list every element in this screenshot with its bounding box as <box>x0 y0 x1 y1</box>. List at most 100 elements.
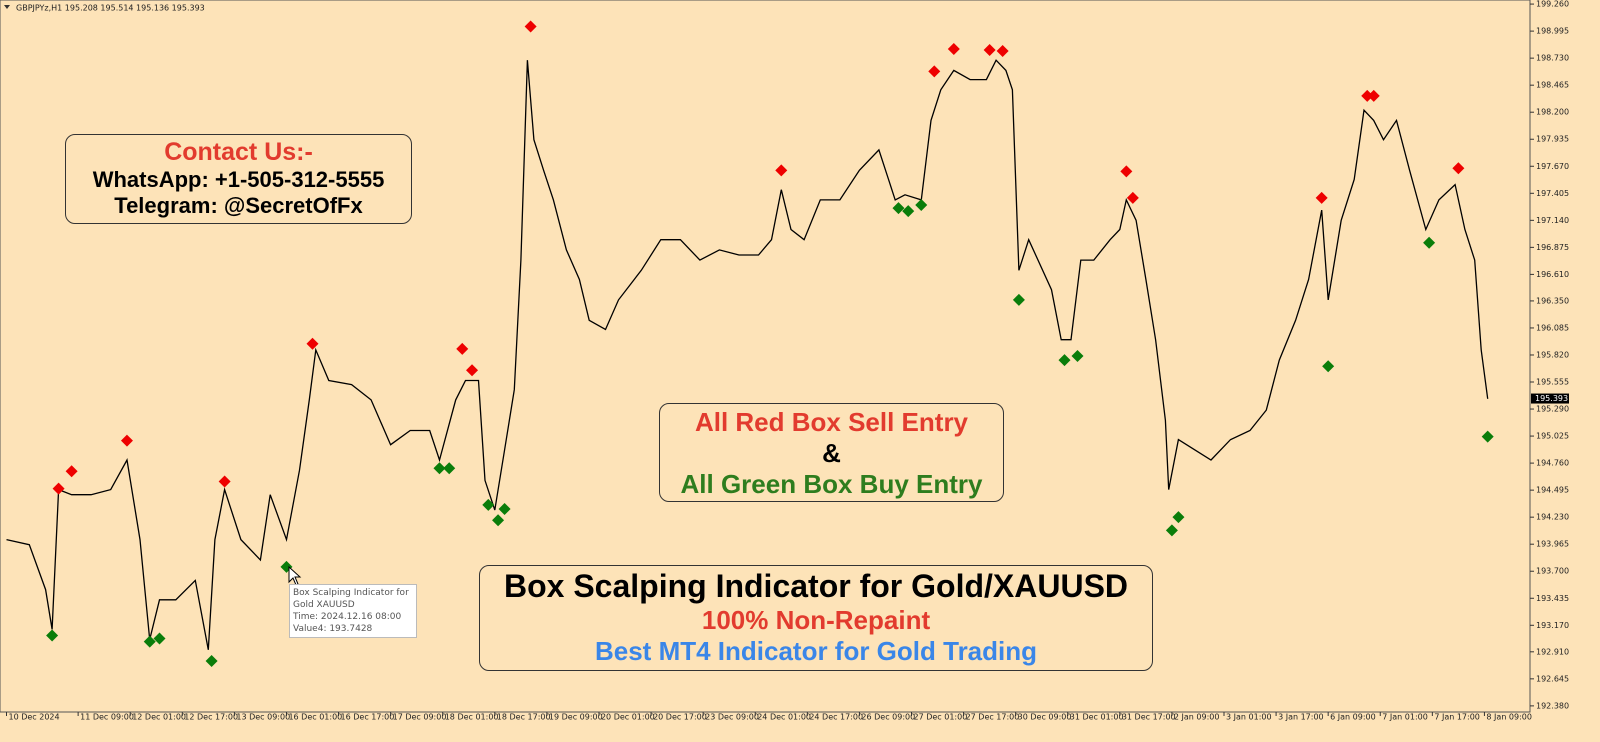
y-tick-label: 195.290 <box>1536 405 1569 414</box>
entries-and: & <box>822 438 841 468</box>
sell-signal <box>1452 162 1465 175</box>
x-tick-label: 20 Dec 17:00 <box>653 713 707 722</box>
y-tick-label: 197.405 <box>1536 189 1569 198</box>
sell-signal <box>524 20 537 33</box>
y-tick-label: 192.645 <box>1536 674 1569 683</box>
x-tick-label: 31 Dec 01:00 <box>1070 713 1124 722</box>
buy-signal <box>1481 430 1494 443</box>
sell-signal <box>1367 89 1380 102</box>
cursor <box>288 565 302 586</box>
sell-signal <box>52 482 65 495</box>
x-tick-label: 7 Jan 01:00 <box>1382 713 1428 722</box>
x-tick-label: 16 Dec 17:00 <box>341 713 395 722</box>
y-tick-label: 195.025 <box>1536 432 1569 441</box>
product-tagline: Best MT4 Indicator for Gold Trading <box>594 636 1038 666</box>
buy-signal <box>433 462 446 475</box>
buy-signal <box>443 462 456 475</box>
y-tick-label: 195.555 <box>1536 378 1569 387</box>
y-tick-label: 198.730 <box>1536 54 1569 63</box>
y-tick-label: 196.875 <box>1536 243 1569 252</box>
sell-signal <box>306 337 319 350</box>
x-tick-label: 6 Jan 09:00 <box>1330 713 1376 722</box>
x-tick-label: 16 Dec 01:00 <box>288 713 342 722</box>
buy-signal <box>892 202 905 215</box>
tooltip-line: Time: 2024.12.16 08:00 <box>293 612 402 622</box>
sell-signal <box>996 45 1009 58</box>
x-tick-label: 26 Dec 09:00 <box>861 713 915 722</box>
y-tick-label: 199.260 <box>1536 0 1569 9</box>
x-tick-label: 31 Dec 17:00 <box>1122 713 1176 722</box>
x-tick-label: 20 Dec 01:00 <box>601 713 655 722</box>
price-line <box>6 59 1489 650</box>
sell-signal <box>983 43 996 56</box>
entries-buy: All Green Box Buy Entry <box>680 469 983 499</box>
y-tick-label: 196.085 <box>1536 323 1569 332</box>
product-box: Box Scalping Indicator for Gold/XAUUSD 1… <box>479 565 1153 671</box>
x-tick-label: 13 Dec 09:00 <box>236 713 290 722</box>
buy-signal <box>1165 524 1178 537</box>
y-tick-label: 194.230 <box>1536 513 1569 522</box>
current-price-label: 195.393 <box>1535 394 1568 403</box>
y-tick-label: 196.350 <box>1536 296 1569 305</box>
x-tick-label: 12 Dec 01:00 <box>132 713 186 722</box>
sell-signal <box>65 465 78 478</box>
menu-triangle <box>4 5 10 9</box>
buy-signal <box>1058 354 1071 367</box>
x-tick-label: 3 Jan 01:00 <box>1226 713 1272 722</box>
sell-signal <box>928 65 941 78</box>
buy-signal <box>153 632 166 645</box>
y-tick-label: 198.465 <box>1536 81 1569 90</box>
x-tick-label: 23 Dec 09:00 <box>705 713 759 722</box>
x-tick-label: 17 Dec 09:00 <box>393 713 447 722</box>
sell-signal <box>1120 165 1133 178</box>
contact-title: Contact Us:- <box>164 138 313 166</box>
contact-line: WhatsApp: +1-505-312-5555 <box>92 167 385 192</box>
product-title: Box Scalping Indicator for Gold/XAUUSD <box>503 568 1129 604</box>
buy-signal <box>205 654 218 667</box>
y-tick-label: 192.380 <box>1536 701 1569 710</box>
y-tick-label: 194.760 <box>1536 459 1569 468</box>
sell-signal <box>466 364 479 377</box>
y-tick-label: 198.995 <box>1536 27 1569 36</box>
y-tick-label: 195.820 <box>1536 350 1569 359</box>
buy-signal <box>482 498 495 511</box>
x-tick-label: 2 Jan 09:00 <box>1174 713 1220 722</box>
contact-line: Telegram: @SecretOfFx <box>114 193 363 218</box>
x-tick-label: 11 Dec 09:00 <box>80 713 134 722</box>
y-tick-label: 193.170 <box>1536 621 1569 630</box>
y-tick-label: 192.910 <box>1536 647 1569 656</box>
entries-box: All Red Box Sell Entry & All Green Box B… <box>659 403 1004 502</box>
x-tick-label: 27 Dec 01:00 <box>913 713 967 722</box>
tooltip: Box Scalping Indicator for Gold XAUUSD T… <box>289 584 417 638</box>
sell-signal <box>218 475 231 488</box>
x-tick-label: 27 Dec 17:00 <box>966 713 1020 722</box>
x-tick-label: 30 Dec 09:00 <box>1018 713 1072 722</box>
sell-signal <box>456 342 469 355</box>
y-tick-label: 197.670 <box>1536 162 1569 171</box>
buy-signal <box>492 514 505 527</box>
entries-sell: All Red Box Sell Entry <box>694 407 969 437</box>
x-tick-label: 8 Jan 09:00 <box>1486 713 1532 722</box>
y-tick-label: 193.700 <box>1536 567 1569 576</box>
buy-signal <box>1322 360 1335 373</box>
tooltip-line: Box Scalping Indicator for Gold XAUUSD <box>293 588 409 610</box>
sell-signal <box>1315 191 1328 204</box>
buy-signal <box>902 205 915 218</box>
buy-signal <box>1071 350 1084 362</box>
y-tick-label: 197.935 <box>1536 135 1569 144</box>
y-tick-label: 193.435 <box>1536 594 1569 603</box>
chart-header: GBPJPYz,H1 195.208 195.514 195.136 195.3… <box>16 4 205 13</box>
x-tick-label: 24 Dec 17:00 <box>809 713 863 722</box>
y-tick-label: 197.140 <box>1536 216 1569 225</box>
x-tick-label: 18 Dec 01:00 <box>445 713 499 722</box>
current-price-box <box>1531 393 1569 404</box>
x-tick-label: 10 Dec 2024 <box>9 713 60 722</box>
buy-signal <box>143 635 156 648</box>
tooltip-line: Value4: 193.7428 <box>293 624 373 634</box>
sell-signal <box>1126 191 1139 204</box>
y-tick-label: 194.495 <box>1536 486 1569 495</box>
x-tick-label: 18 Dec 17:00 <box>497 713 551 722</box>
sell-signal <box>1361 89 1374 102</box>
